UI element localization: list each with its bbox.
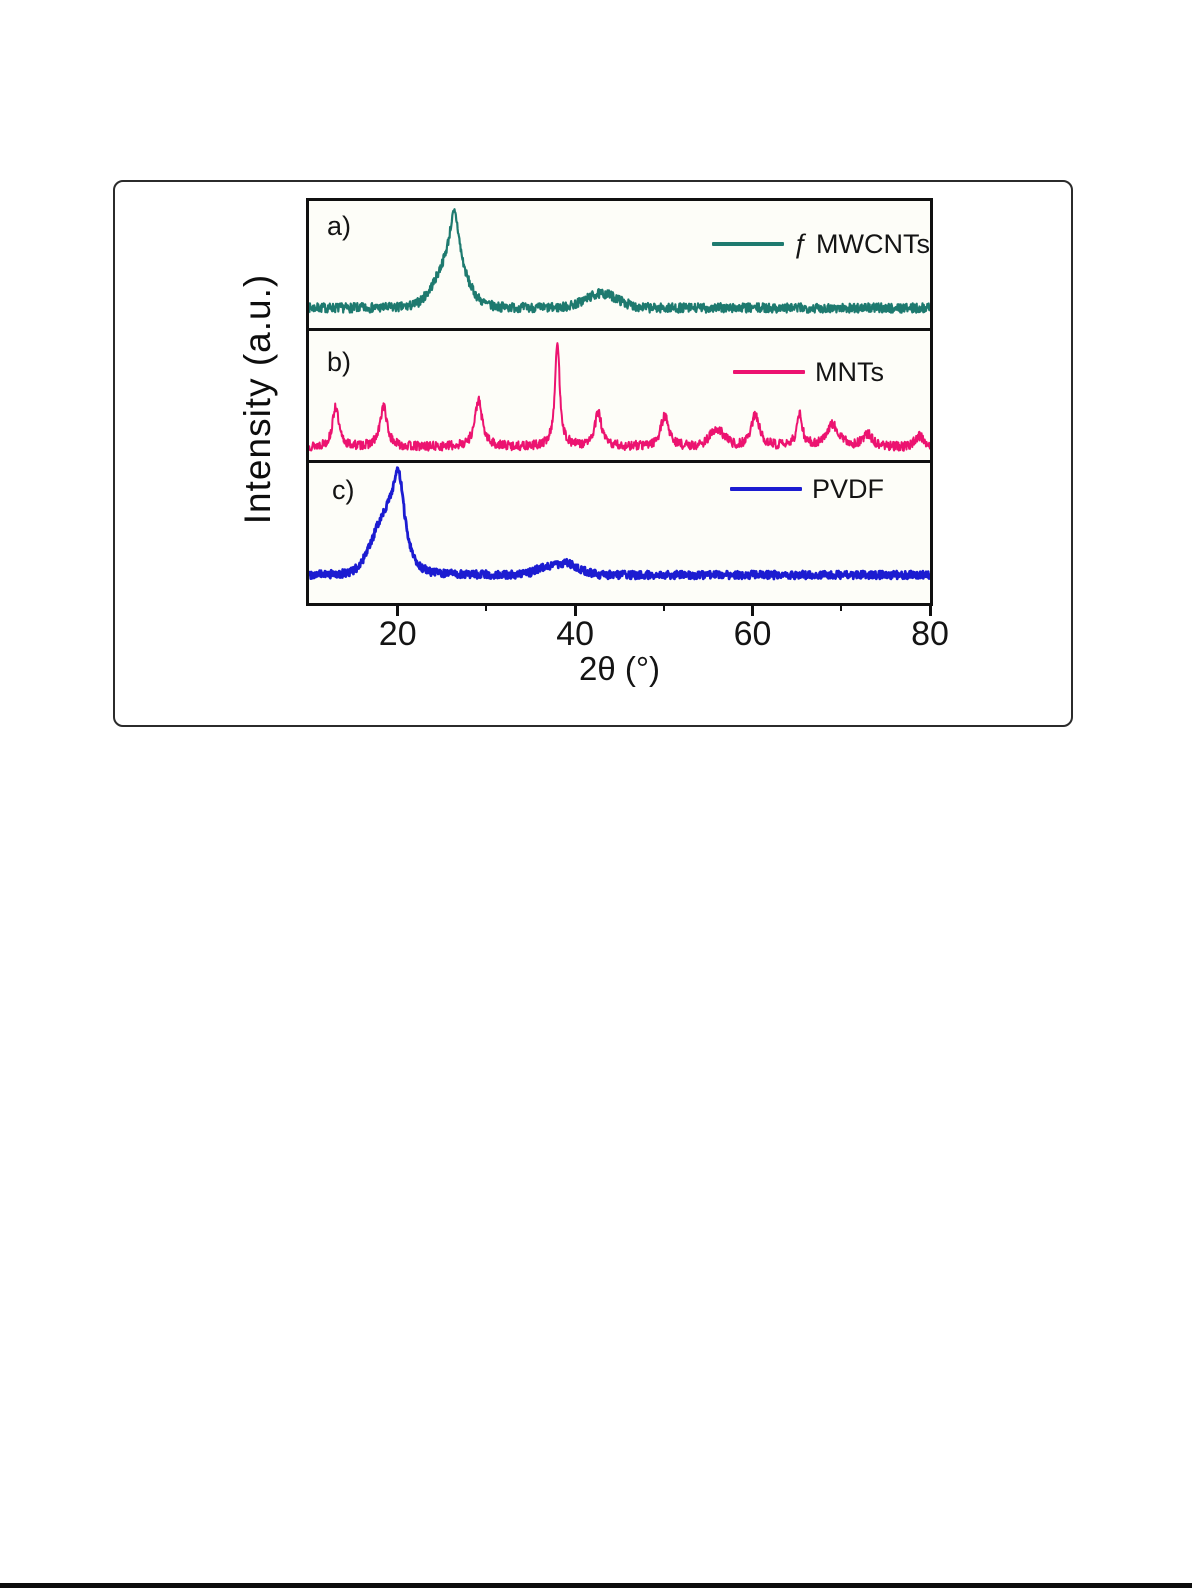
x-tick-major (396, 603, 400, 616)
legend-label-mnts: MNTs (815, 356, 884, 387)
legend-line-swatch-blue (729, 487, 802, 491)
xrd-trace (309, 466, 930, 581)
x-tick-major (573, 603, 577, 616)
x-tick-label: 40 (556, 615, 595, 653)
page-bottom-rule (0, 1583, 1192, 1588)
panel-a-mwcnts: a) ƒ MWCNTs (309, 201, 930, 331)
legend-line-swatch-pink (733, 370, 805, 374)
x-tick-minor (662, 603, 665, 611)
legend-c: PVDF (729, 473, 884, 504)
x-axis-title: 2θ (°) (578, 650, 661, 687)
panel-c-pvdf: c) PVDF (309, 463, 930, 597)
legend-label-mwcnts: ƒ MWCNTs (793, 228, 931, 259)
x-tick-label: 20 (378, 615, 417, 653)
x-axis: 20 40 60 80 (309, 603, 949, 667)
panel-tag-a: a) (327, 211, 352, 241)
legend-line-swatch-teal (711, 242, 784, 246)
x-tick-label: 80 (911, 615, 949, 653)
panel-tag-c: c) (332, 475, 355, 505)
x-tick-minor (485, 603, 488, 611)
legend-a: ƒ MWCNTs (711, 228, 931, 259)
x-tick-label: 60 (733, 615, 772, 653)
x-tick-major (751, 603, 755, 616)
panel-tag-b: b) (327, 347, 352, 377)
panel-b-mnts: b) MNTs (309, 331, 930, 463)
xrd-trace (309, 342, 930, 452)
xrd-trace (309, 208, 930, 314)
plot-box: a) ƒ MWCNTs b) MNTs c) PVDF (306, 198, 933, 606)
legend-b: MNTs (733, 357, 884, 387)
x-tick-major (928, 603, 932, 616)
x-tick-minor (840, 603, 843, 611)
legend-label-pvdf: PVDF (811, 473, 884, 504)
y-axis-label: Intensity (a.u.) (237, 273, 278, 525)
figure-frame: Intensity (a.u.) a) ƒ MWCNTs b) MNTs c) (113, 180, 1073, 727)
